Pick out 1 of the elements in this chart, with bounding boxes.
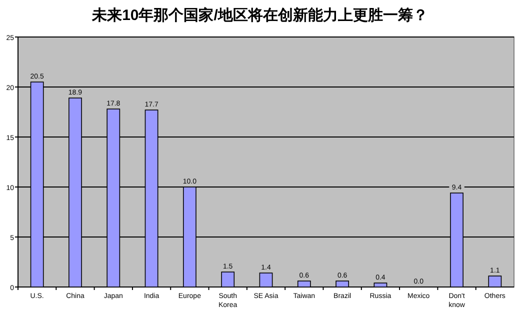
chart-title: 未来10年那个国家/地区将在创新能力上更胜一筹？ bbox=[91, 6, 428, 24]
